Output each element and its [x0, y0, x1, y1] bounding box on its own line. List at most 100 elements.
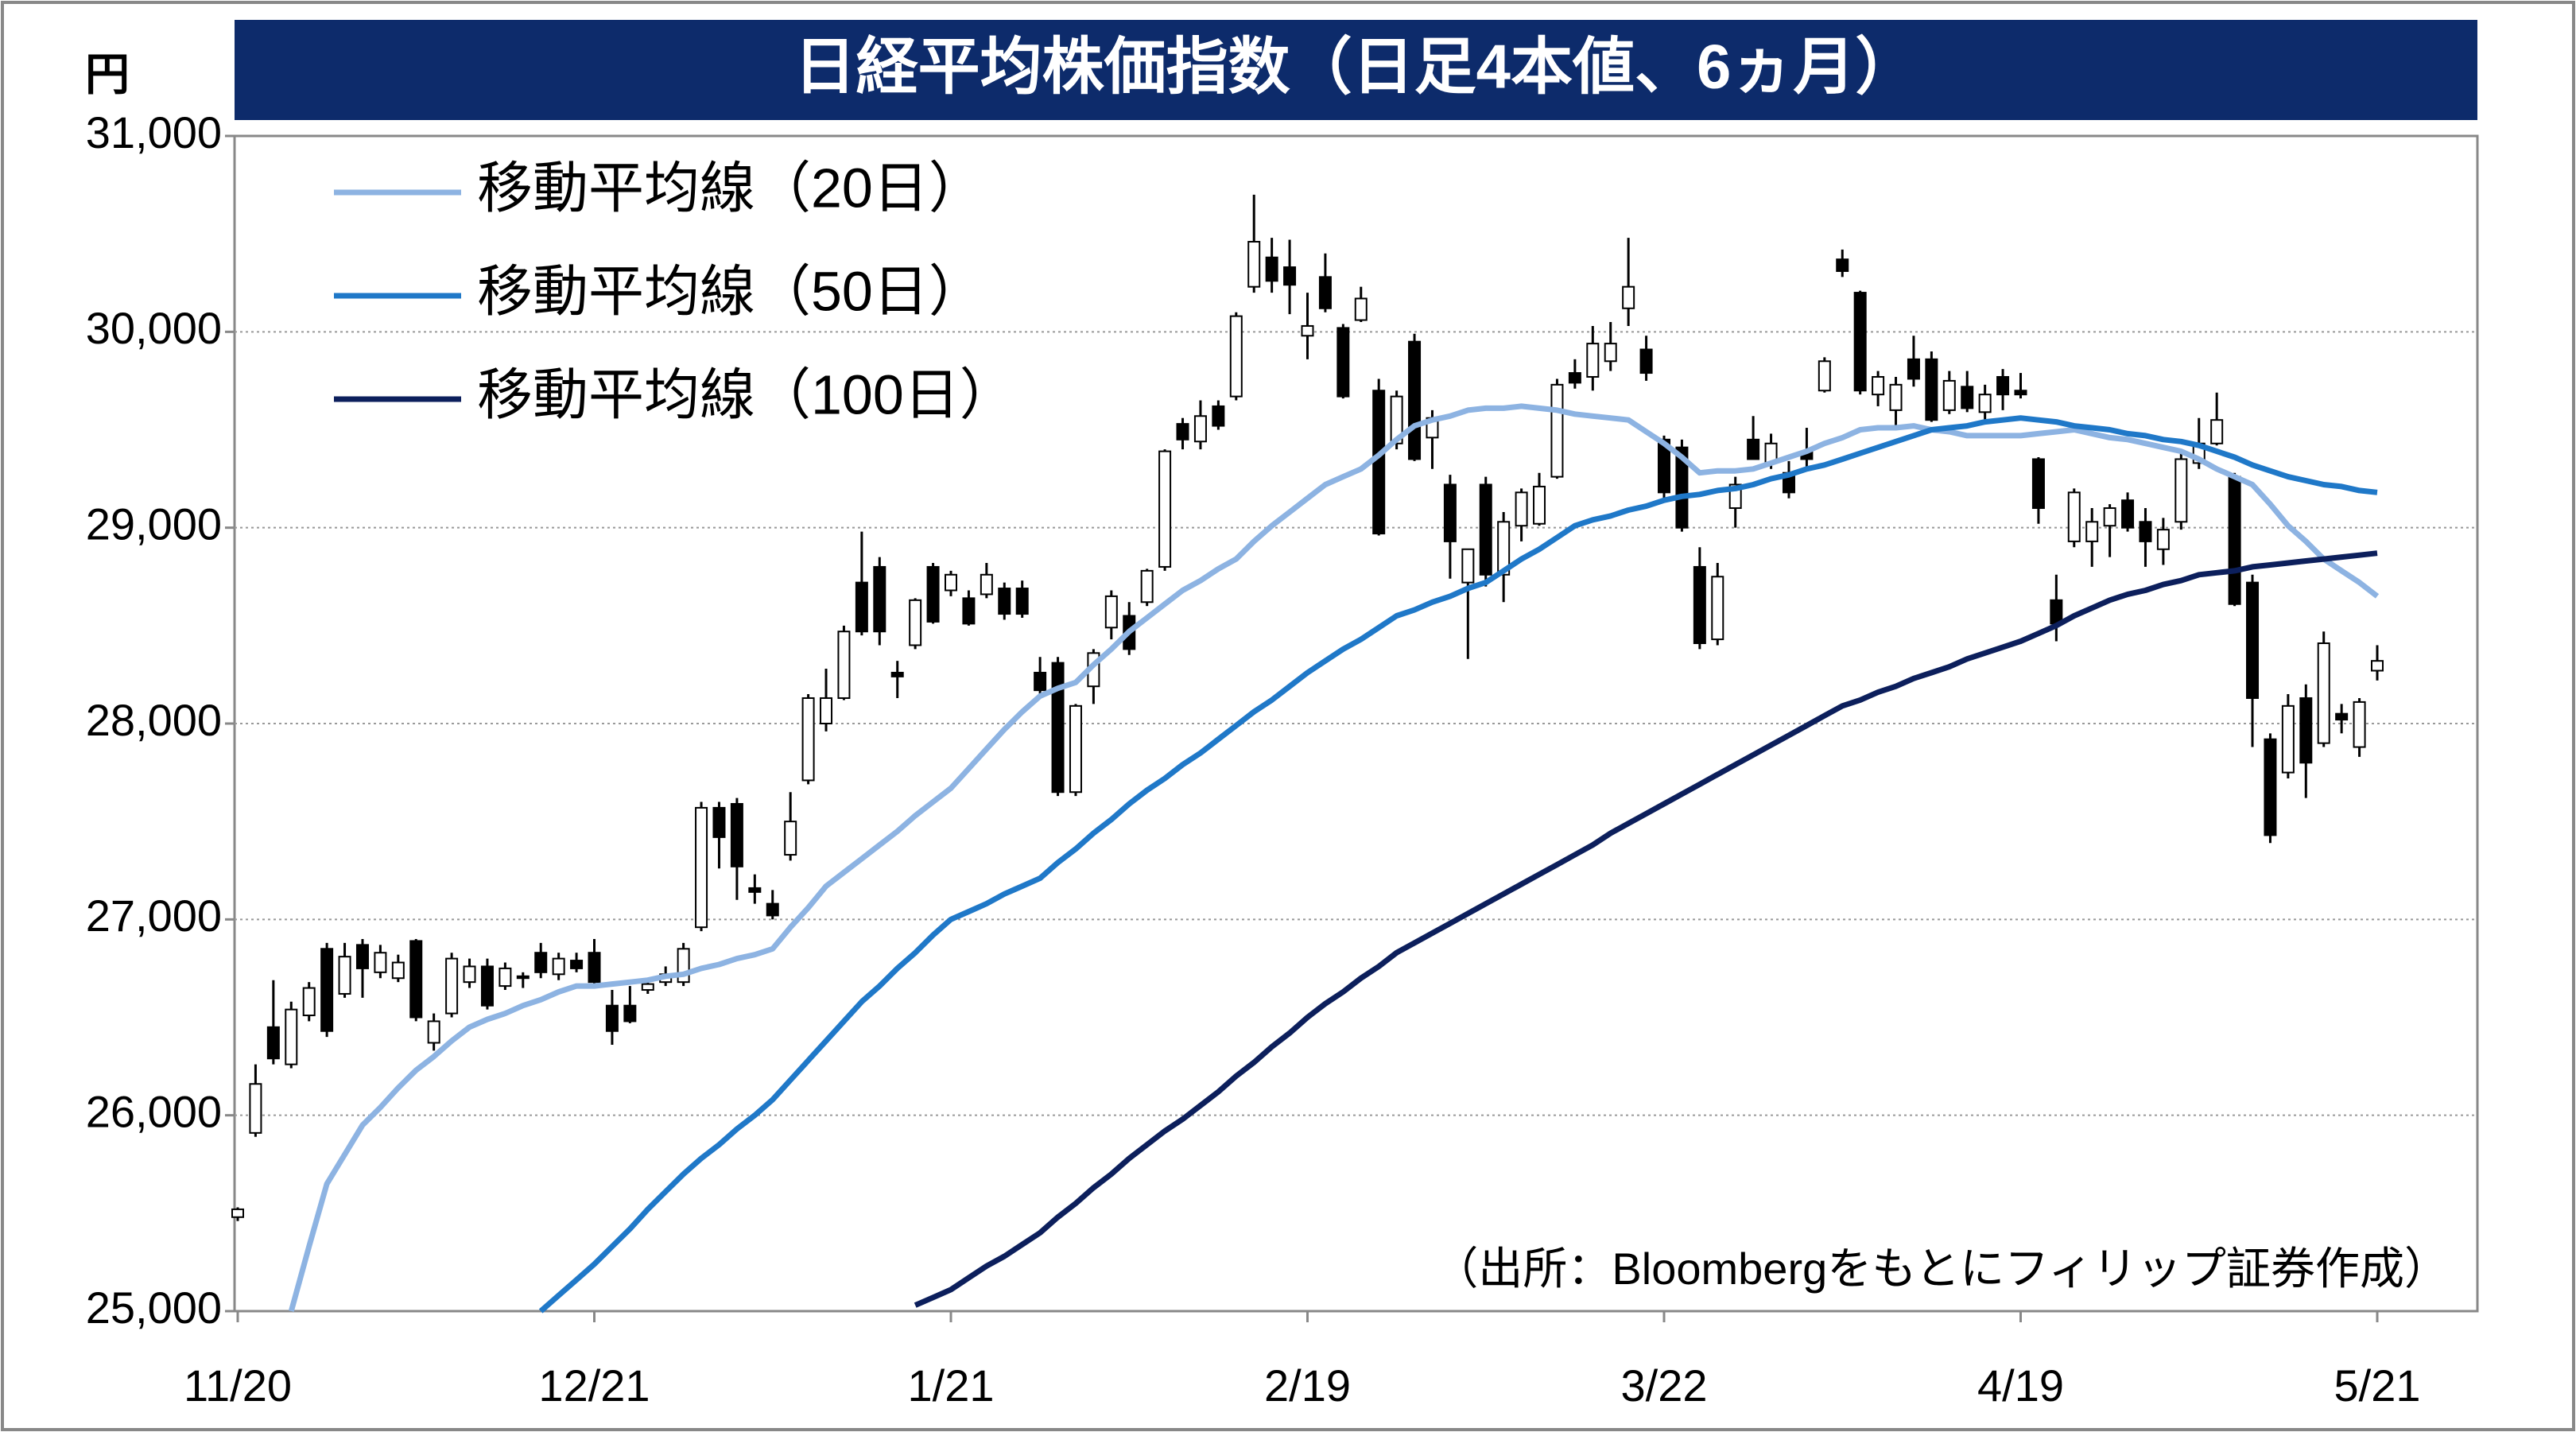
candle-body	[1925, 358, 1938, 421]
candle-body	[980, 573, 993, 596]
candle-body	[266, 1026, 280, 1060]
candle-body	[302, 987, 316, 1017]
candle-body	[570, 960, 584, 969]
candle-body	[1497, 521, 1511, 576]
candle-body	[499, 967, 512, 988]
candle-body	[391, 961, 405, 980]
candle-body	[1907, 358, 1920, 380]
candle-body	[784, 821, 797, 856]
candle-body	[1354, 297, 1368, 321]
moving-average-line	[538, 415, 2378, 1314]
candle-body	[2139, 521, 2152, 542]
candle-body	[2156, 529, 2170, 550]
candle-body	[1639, 348, 1653, 374]
candle-body	[641, 983, 654, 992]
candle-body	[1658, 438, 1670, 494]
x-tick-label: 2/19	[1264, 1360, 1351, 1411]
candle-body	[2353, 700, 2366, 748]
candle-body	[2299, 697, 2313, 764]
title-bar	[235, 20, 2477, 120]
candle-body	[801, 697, 815, 782]
candle-body	[890, 671, 904, 677]
x-tick-label: 4/19	[1977, 1360, 2064, 1411]
y-tick-label: 30,000	[86, 303, 222, 353]
candle-body	[1996, 375, 2010, 396]
candle-body	[1015, 588, 1029, 615]
candle-body	[355, 944, 369, 969]
candle-body	[2264, 738, 2277, 836]
candle-body	[480, 965, 494, 1007]
candle-body	[730, 802, 743, 867]
candle-body	[249, 1083, 262, 1134]
candle-body	[1051, 662, 1065, 794]
candle-body	[1568, 372, 1581, 384]
candle-body	[2210, 419, 2224, 444]
candle-body	[605, 1004, 619, 1032]
candle-body	[837, 631, 851, 699]
candle-body	[1550, 383, 1564, 478]
candle-body	[1372, 390, 1386, 535]
chart-title: 日経平均株価指数（日足4本値、6ヵ月）	[794, 32, 1918, 102]
candle-body	[1533, 485, 1546, 525]
candle-body	[2067, 491, 2081, 542]
candle-body	[1961, 386, 1974, 409]
candle-body	[1390, 395, 1403, 444]
legend-label: 移動平均線（50日）	[477, 260, 984, 322]
y-unit: 円	[85, 49, 130, 99]
candle-body	[1193, 415, 1207, 443]
legend-label: 移動平均線（20日）	[477, 157, 984, 219]
candle-body	[285, 1008, 298, 1065]
candle-body	[2174, 458, 2188, 523]
legend-label: 移動平均線（100日）	[477, 363, 1015, 425]
candle-body	[1479, 483, 1492, 576]
candle-body	[1408, 340, 1422, 460]
candle-body	[820, 697, 833, 725]
candle-body	[1978, 394, 1992, 413]
candle-body	[1212, 405, 1225, 427]
candle-body	[2103, 507, 2116, 527]
moving-average-line	[914, 550, 2378, 1308]
candle-body	[409, 940, 423, 1019]
candle-body	[2335, 712, 2349, 721]
candle-body	[855, 581, 868, 633]
candle-body	[1872, 375, 1885, 396]
candle-body	[1318, 276, 1332, 309]
candle-body	[962, 597, 976, 625]
candle-body	[516, 975, 530, 980]
y-tick-label: 26,000	[86, 1086, 222, 1136]
candle-body	[534, 952, 548, 973]
y-tick-label: 27,000	[86, 891, 222, 941]
x-tick-label: 1/21	[908, 1360, 995, 1411]
candle-body	[2121, 499, 2135, 529]
candle-body	[1158, 450, 1172, 568]
candle-body	[1104, 595, 1118, 629]
candle-body	[2281, 704, 2295, 774]
candle-body	[1247, 241, 1261, 288]
candle-body	[998, 588, 1011, 615]
candle-body	[1836, 258, 1849, 272]
candle-body	[1711, 576, 1724, 641]
candle-body	[231, 1208, 244, 1218]
candle-body	[2371, 660, 2384, 672]
candle-body	[552, 957, 565, 976]
candle-body	[1443, 483, 1457, 542]
candle-body	[712, 806, 726, 838]
candle-body	[2317, 642, 2330, 744]
candle-body	[1034, 671, 1047, 692]
candle-body	[588, 952, 601, 984]
candle-body	[445, 957, 459, 1015]
candle-body	[1853, 292, 1867, 392]
candle-body	[1265, 256, 1278, 282]
candle-body	[2031, 458, 2045, 510]
candle-body	[1818, 360, 1831, 392]
candle-body	[1461, 548, 1475, 584]
candle-body	[338, 956, 351, 995]
candle-body	[766, 902, 779, 917]
candle-body	[1283, 266, 1297, 286]
candle-body	[1176, 423, 1189, 440]
y-tick-label: 28,000	[86, 695, 222, 745]
x-tick-label: 5/21	[2334, 1360, 2421, 1411]
